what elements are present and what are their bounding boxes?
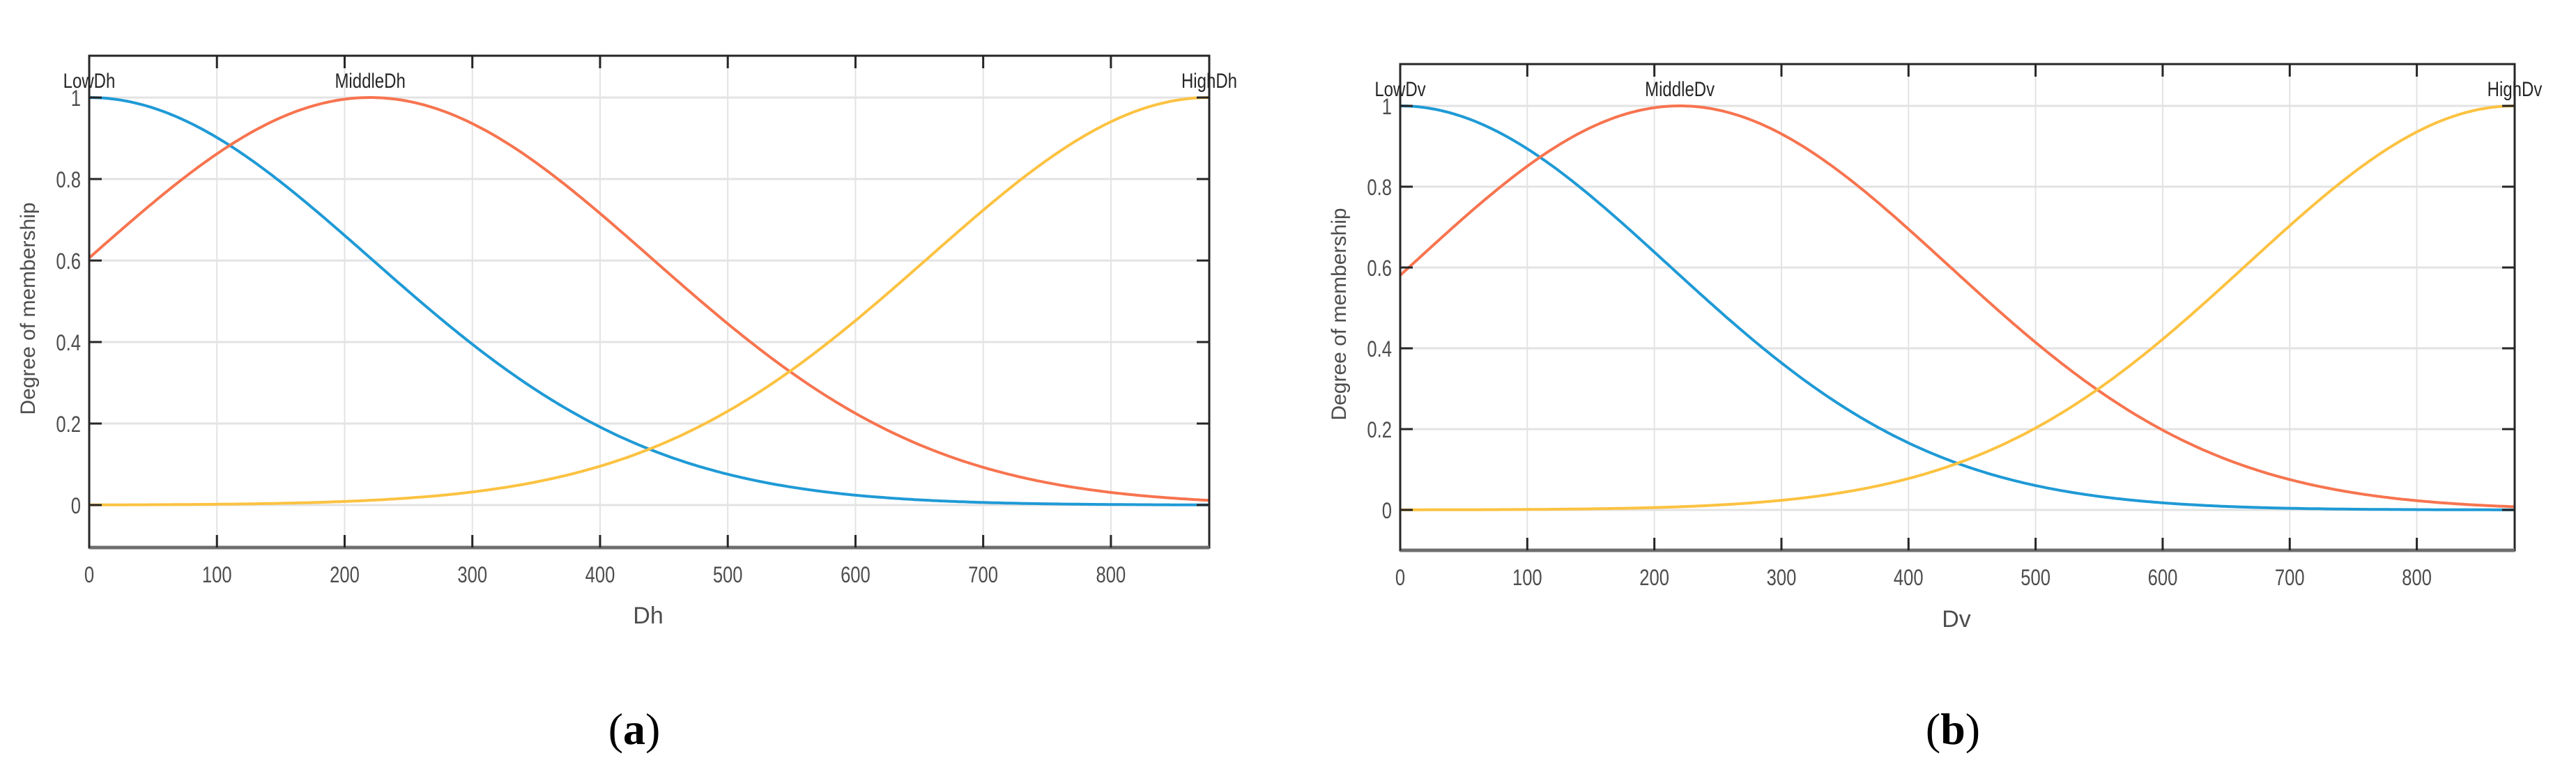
x-tick-label: 200 bbox=[1639, 566, 1669, 590]
y-tick-label: 0 bbox=[71, 494, 81, 518]
x-axis-title: Dh bbox=[633, 603, 663, 629]
x-tick-label: 600 bbox=[2148, 566, 2178, 590]
mf-label-middledh: MiddleDh bbox=[335, 68, 405, 92]
x-tick-label: 300 bbox=[1767, 566, 1797, 590]
y-tick-label: 0.6 bbox=[56, 249, 81, 274]
y-tick-label: 1 bbox=[1382, 95, 1392, 119]
x-tick-label: 100 bbox=[202, 563, 232, 587]
x-tick-label: 700 bbox=[2275, 566, 2305, 590]
axes-frame bbox=[1399, 63, 2516, 552]
panel-caption-b: (b) bbox=[1926, 704, 1980, 755]
x-tick-label: 800 bbox=[1096, 563, 1126, 587]
x-tick-label: 400 bbox=[1894, 566, 1924, 590]
x-tick-label: 800 bbox=[2402, 566, 2432, 590]
x-tick-label: 200 bbox=[330, 563, 360, 587]
caption-close-paren: ) bbox=[1965, 704, 1981, 754]
x-tick-label: 500 bbox=[2021, 566, 2050, 590]
caption-open-paren: ( bbox=[1925, 704, 1941, 754]
y-tick-label: 0.8 bbox=[56, 168, 81, 192]
y-tick-label: 0 bbox=[1382, 499, 1392, 523]
x-tick-label: 500 bbox=[713, 563, 743, 587]
x-axis-title: Dv bbox=[1942, 606, 1971, 633]
x-tick-label: 400 bbox=[585, 563, 615, 587]
y-axis-title: Degree of membership bbox=[17, 202, 40, 414]
plot-area bbox=[1400, 64, 2515, 550]
y-tick-label: 1 bbox=[71, 86, 81, 111]
grid-lines bbox=[89, 56, 1209, 548]
y-axis-title: Degree of membership bbox=[1328, 208, 1351, 420]
y-tick-label: 0.6 bbox=[1367, 256, 1392, 281]
grid-lines bbox=[1400, 64, 2515, 550]
axes-frame bbox=[88, 54, 1211, 550]
x-tick-label: 600 bbox=[841, 563, 871, 587]
curve-middledh bbox=[88, 96, 1210, 502]
curve-highdh bbox=[89, 96, 1210, 506]
curve-middledv bbox=[1399, 104, 2515, 509]
x-tick-label: 0 bbox=[84, 563, 94, 587]
plot-area bbox=[89, 56, 1209, 548]
caption-letter: b bbox=[1940, 704, 1965, 754]
mf-label-middledv: MiddleDv bbox=[1645, 77, 1715, 100]
figure-panel-a: LowDh MiddleDh HighDh 0 100 200 300 400 500 600 70… bbox=[17, 54, 1237, 755]
panel-caption-a: (a) bbox=[608, 704, 661, 755]
y-tick-label: 0.4 bbox=[1367, 337, 1392, 362]
tick-labels: 0 100 200 300 400 500 600 700 800 0 0.2 0.4 0.6 0.8 1 bbox=[56, 86, 1126, 587]
curve-highdv bbox=[1400, 104, 2515, 511]
x-tick-label: 300 bbox=[457, 563, 487, 587]
x-tick-label: 100 bbox=[1512, 566, 1542, 590]
y-tick-label: 0.2 bbox=[56, 412, 81, 437]
y-tick-label: 0.8 bbox=[1367, 176, 1392, 200]
y-tick-label: 0.4 bbox=[56, 331, 81, 355]
x-tick-label: 700 bbox=[968, 563, 998, 587]
x-tick-label: 0 bbox=[1395, 566, 1405, 590]
caption-open-paren: ( bbox=[608, 704, 623, 754]
caption-letter: a bbox=[623, 704, 645, 754]
y-tick-label: 0.2 bbox=[1367, 418, 1392, 442]
caption-close-paren: ) bbox=[645, 704, 661, 754]
tick-labels: 0 100 200 300 400 500 600 700 800 0 0.2 0.4 0.6 0.8 1 bbox=[1367, 95, 2432, 590]
